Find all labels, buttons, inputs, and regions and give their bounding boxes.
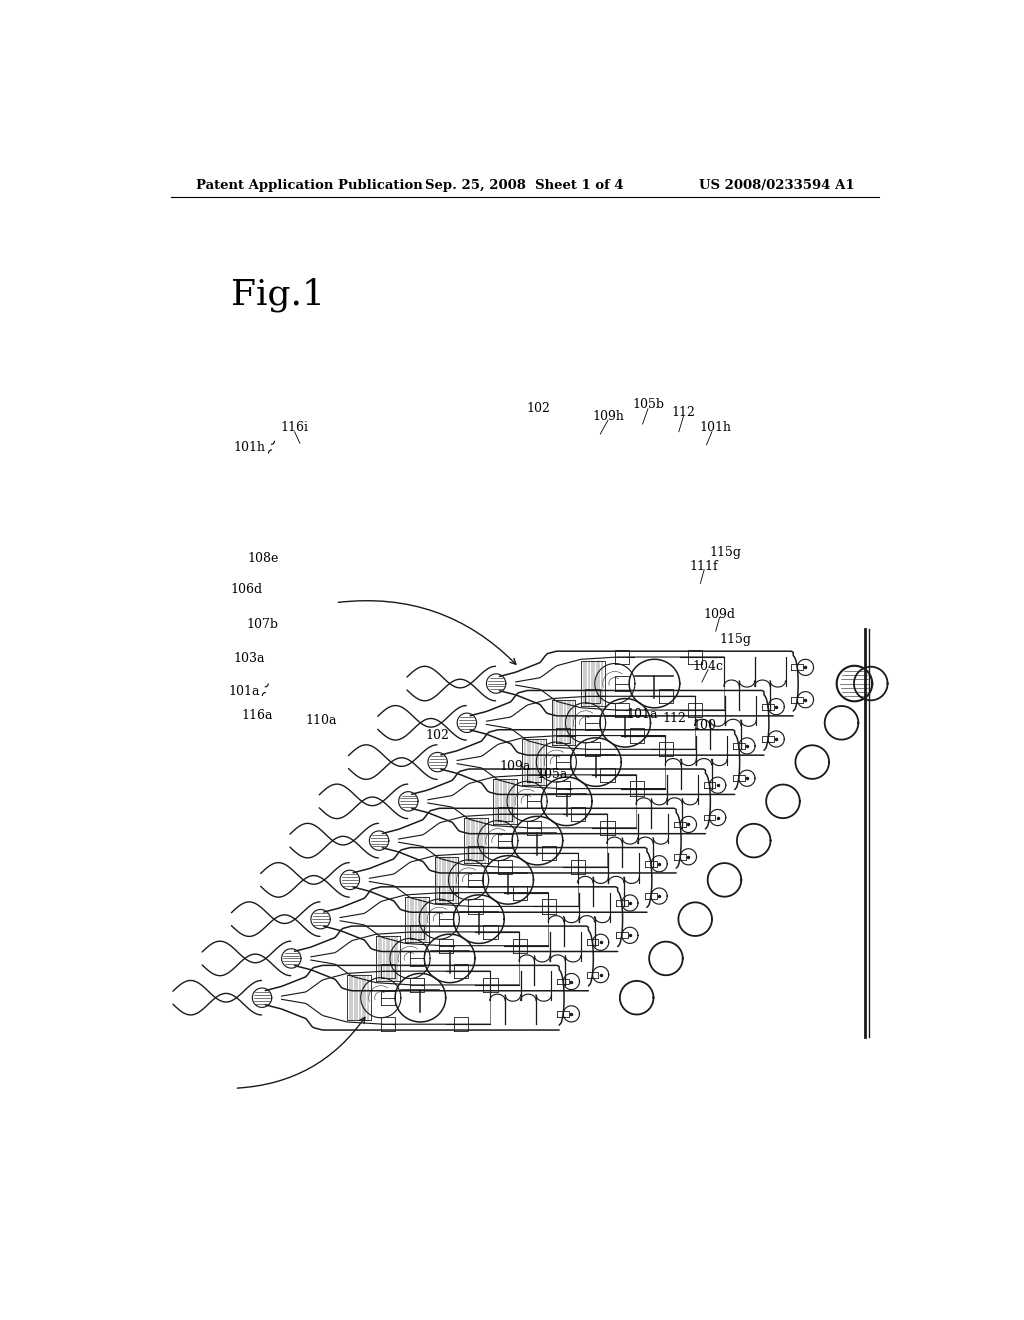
Text: 102: 102 xyxy=(425,730,449,742)
Text: 110a: 110a xyxy=(306,714,337,727)
Text: Patent Application Publication: Patent Application Publication xyxy=(196,178,423,191)
Text: 109a: 109a xyxy=(500,760,531,774)
Text: 101h: 101h xyxy=(699,421,732,434)
Text: 102: 102 xyxy=(526,403,551,416)
Text: 111f: 111f xyxy=(690,560,719,573)
Text: Fig.1: Fig.1 xyxy=(230,277,325,313)
Text: 105b: 105b xyxy=(632,399,664,412)
Text: 109h: 109h xyxy=(592,409,624,422)
Text: 112: 112 xyxy=(663,713,686,726)
Text: 101a: 101a xyxy=(228,685,260,698)
Text: 107b: 107b xyxy=(247,618,279,631)
Text: 116a: 116a xyxy=(242,709,273,722)
Text: 109d: 109d xyxy=(703,607,735,620)
Text: Sep. 25, 2008  Sheet 1 of 4: Sep. 25, 2008 Sheet 1 of 4 xyxy=(426,178,624,191)
Text: 115g: 115g xyxy=(719,634,751,647)
Text: 100: 100 xyxy=(692,718,716,731)
Text: 115g: 115g xyxy=(709,546,741,560)
Text: 112: 112 xyxy=(672,407,695,418)
Text: 106d: 106d xyxy=(230,583,263,597)
Text: US 2008/0233594 A1: US 2008/0233594 A1 xyxy=(698,178,854,191)
Text: 105a: 105a xyxy=(537,768,568,781)
Text: 103a: 103a xyxy=(233,652,265,665)
Text: 116i: 116i xyxy=(281,421,308,434)
Text: 101h: 101h xyxy=(233,441,265,454)
Text: 104c: 104c xyxy=(692,660,724,673)
Text: 101a: 101a xyxy=(627,708,658,721)
Text: 108e: 108e xyxy=(247,552,279,565)
